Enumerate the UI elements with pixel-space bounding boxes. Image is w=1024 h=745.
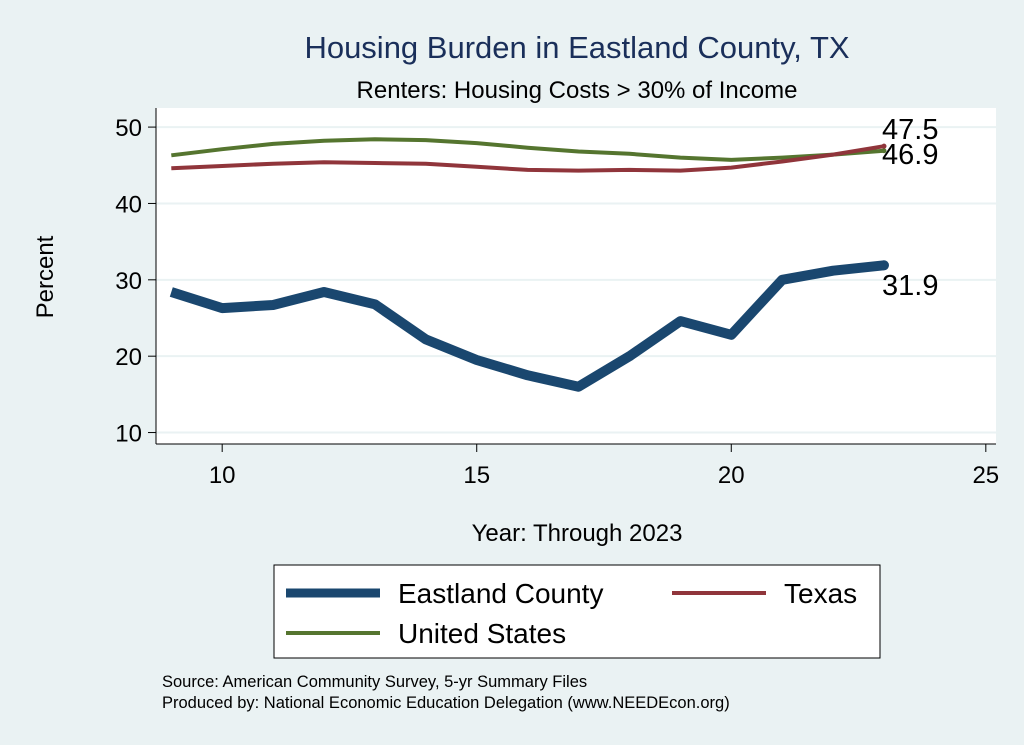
end-label-eastland-county: 31.9 [882,270,938,302]
legend: Eastland County Texas United States [286,578,857,649]
x-axis-label: Year: Through 2023 [472,520,683,547]
series-end-marker [879,260,889,271]
x-tick-label: 10 [209,462,236,489]
gridlines [156,126,996,434]
series-line-eastland-county [169,260,885,392]
series-line-united-states [171,137,885,162]
y-tick-label: 50 [115,115,142,142]
series-end-marker [881,148,887,154]
legend-label: Eastland County [398,578,603,609]
y-axis: 10 20 30 40 50 [115,108,157,448]
end-label-united-states: 46.9 [882,139,938,171]
x-axis: 10 15 20 25 [156,443,999,489]
series-line-texas [171,144,885,173]
y-tick-label: 20 [115,344,142,371]
chart-subtitle: Renters: Housing Costs > 30% of Income [357,77,798,104]
x-tick-label: 15 [463,462,490,489]
x-tick-label: 20 [718,462,745,489]
chart-title: Housing Burden in Eastland County, TX [304,30,849,65]
legend-label: United States [398,618,566,649]
y-tick-label: 40 [115,191,142,218]
series-lines [169,137,889,392]
plot-area [156,108,996,444]
series-end-marker [881,143,887,149]
legend-label: Texas [784,578,857,609]
produced-by-note: Produced by: National Economic Education… [162,694,730,712]
source-note: Source: American Community Survey, 5-yr … [162,673,587,691]
end-labels: 31.9 47.546.9 [882,114,938,302]
x-tick-label: 25 [972,462,999,489]
y-tick-label: 10 [115,421,142,448]
y-axis-label: Percent [32,235,59,318]
y-tick-label: 30 [115,268,142,295]
end-label-texas: 47.5 [882,114,938,146]
legend-box [273,564,881,659]
